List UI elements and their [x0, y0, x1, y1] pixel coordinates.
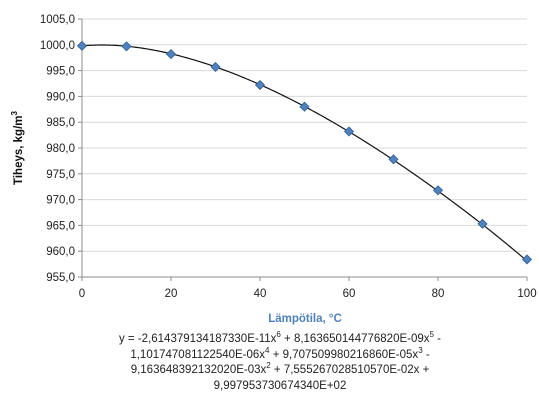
y-axis-title-superscript: 3 [10, 110, 19, 115]
equation-line: 9,163648392132020E-03x2 + 7,555267028510… [130, 361, 430, 376]
y-tick-label: 970,0 [46, 195, 75, 207]
x-tick-label: 60 [343, 288, 356, 300]
y-tick-label: 995,0 [46, 66, 75, 78]
data-point [521, 254, 533, 265]
x-tick-label: 20 [165, 288, 178, 300]
equation-exponent: 4 [265, 345, 270, 355]
trendline-equation: y = -2,614379134187330E-11x6 + 8,1636501… [60, 330, 500, 394]
gridlines [82, 18, 527, 252]
data-point [76, 40, 88, 51]
y-tick-label: 990,0 [46, 91, 75, 103]
data-point [254, 79, 266, 91]
y-tick-label: 960,0 [46, 246, 75, 258]
equation-line: 1,101747081122540E-06x4 + 9,707509980216… [130, 345, 430, 361]
data-point [343, 126, 355, 137]
y-tick-label: 980,0 [46, 143, 75, 155]
equation-exponent: 6 [276, 330, 281, 340]
trendline [81, 44, 528, 262]
y-axis-title-text: Tiheys, kg/m [13, 115, 25, 184]
data-point [299, 101, 310, 112]
x-tick-label: 80 [432, 288, 445, 300]
tick-labels: 955,0 960,0 965,0 970,0 975,0 980,0 985,0 990,0… [40, 14, 537, 300]
axes [78, 18, 528, 281]
data-point [121, 41, 132, 52]
trendline-curve [81, 44, 528, 262]
y-axis-title: Tiheys, kg/m3 [10, 110, 25, 184]
data-point [388, 154, 399, 165]
equation-exponent: 5 [429, 330, 434, 340]
y-tick-label: 965,0 [46, 220, 75, 232]
equation-line: y = -2,614379134187330E-11x6 + 8,1636501… [118, 330, 442, 345]
equation-exponent: 2 [266, 361, 271, 371]
y-tick-label: 985,0 [46, 117, 75, 129]
equation-exponent: 3 [418, 345, 423, 355]
x-tick-label: 0 [79, 288, 85, 300]
data-point [432, 185, 444, 196]
y-tick-label: 975,0 [46, 169, 75, 181]
x-tick-label: 100 [517, 288, 536, 300]
data-point [210, 61, 221, 73]
y-tick-label: 1005,0 [40, 14, 75, 26]
x-axis-title: Lämpötila, °C [268, 313, 342, 325]
y-tick-label: 1000,0 [40, 40, 75, 52]
chart-plot: 955,0 960,0 965,0 970,0 975,0 980,0 985,0 990,0… [10, 14, 537, 325]
y-tick-label: 955,0 [46, 272, 75, 284]
data-point [165, 49, 177, 60]
x-tick-label: 40 [254, 288, 267, 300]
data-point [477, 218, 488, 229]
equation-line: 9,997953730674340E+02 [213, 379, 347, 392]
data-points [76, 40, 533, 265]
